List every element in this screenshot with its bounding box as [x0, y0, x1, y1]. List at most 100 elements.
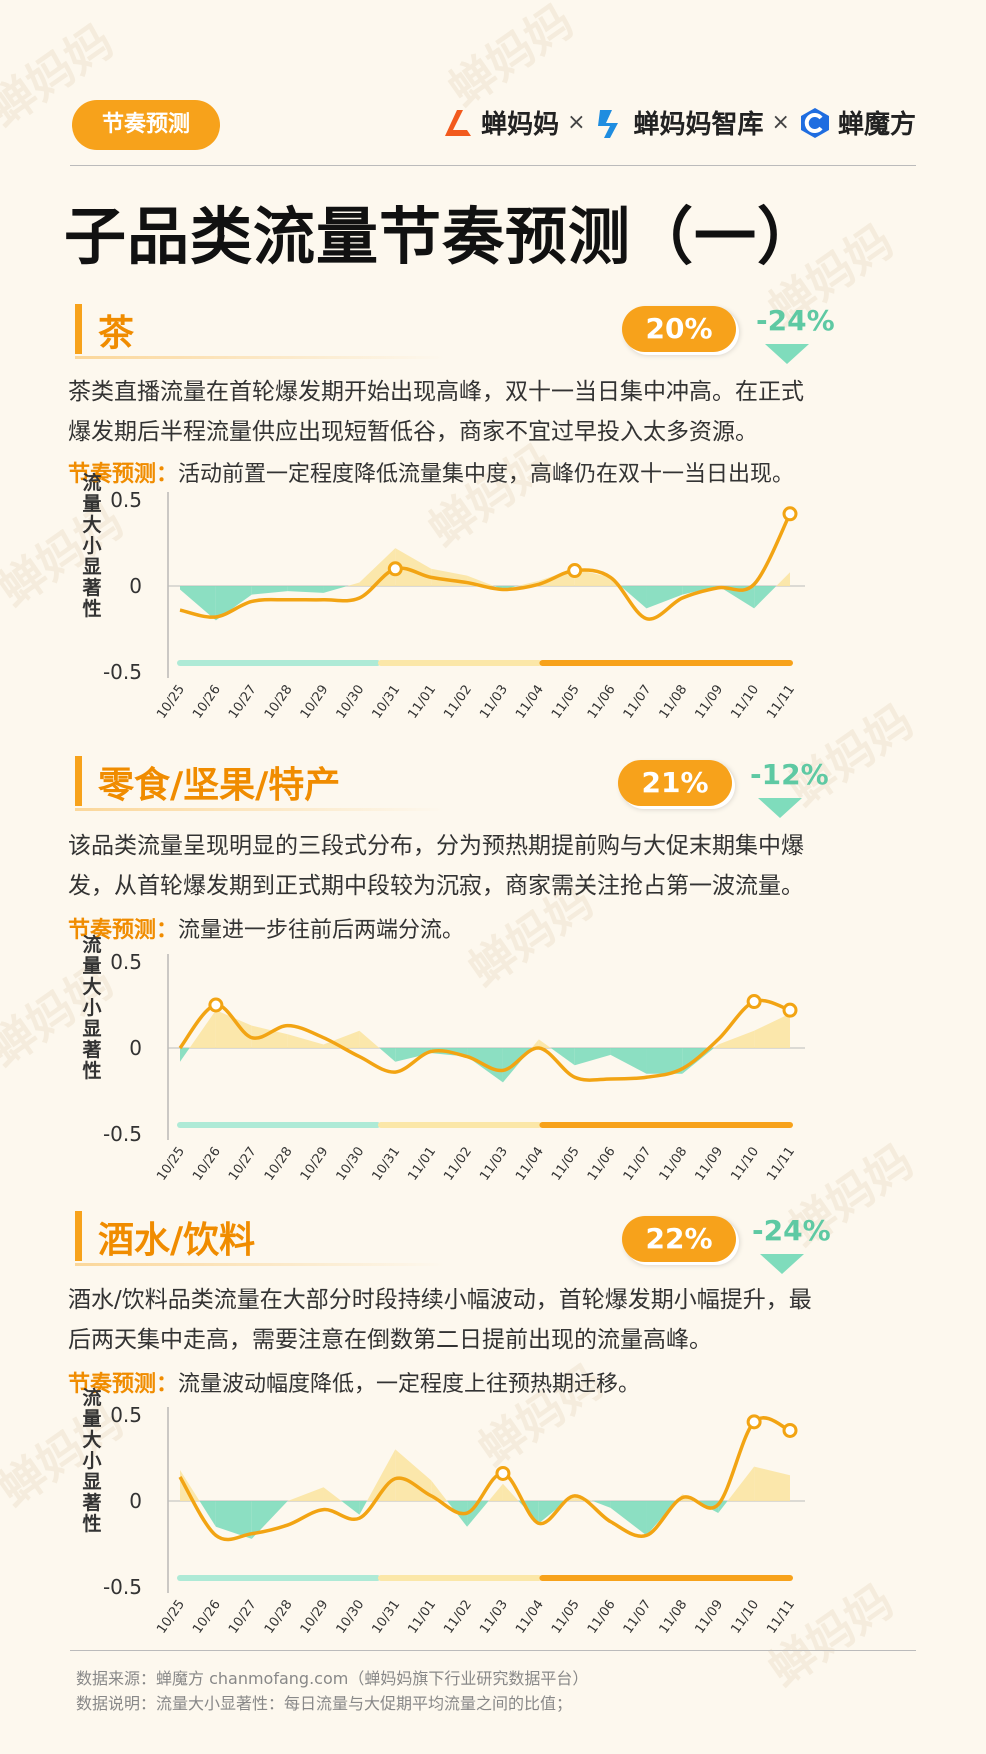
- x-tick-label: 11/09: [692, 1144, 726, 1183]
- area-positive: [574, 568, 611, 586]
- x-tick-label: 11/03: [477, 1597, 511, 1636]
- y-tick-label: -0.5: [103, 1575, 142, 1599]
- x-tick-label: 10/30: [334, 1597, 368, 1636]
- x-tick-label: 11/10: [728, 1597, 762, 1636]
- trend-line: [178, 998, 791, 1082]
- area-positive: [718, 1030, 755, 1048]
- section-underline: [75, 356, 445, 359]
- forecast: 节奏预测：活动前置一定程度降低流量集中度，高峰仍在双十一当日出现。: [68, 456, 948, 488]
- y-axis-label-char: 量: [82, 493, 101, 515]
- x-tick-label: 11/10: [728, 1144, 762, 1183]
- chart-snacks: 0.5 0 -0.5 流量大小显著性 10/25 10/26 10/27 10/28 10/29…: [82, 933, 805, 1184]
- brand-chanmama: 蝉妈妈: [441, 104, 559, 141]
- chanmama-zhiku-logo-icon: [597, 109, 618, 138]
- x-tick-label: 10/29: [298, 1144, 332, 1183]
- description-line: 茶类直播流量在首轮爆发期开始出现高峰，双十一当日集中冲高。在正式: [68, 379, 804, 405]
- x-tick-label: 11/05: [549, 1597, 583, 1636]
- area-positive: [488, 1483, 503, 1501]
- area-positive: [714, 1044, 719, 1048]
- x-tick-label: 10/31: [370, 1597, 404, 1636]
- x-tick-label: 11/10: [728, 682, 762, 721]
- times-symbol: ×: [567, 110, 586, 135]
- x-tick-label: 10/28: [262, 1597, 296, 1636]
- x-tick-label: 11/04: [513, 1144, 547, 1183]
- change-value: -24%: [752, 1214, 831, 1247]
- change-value: -12%: [750, 758, 829, 791]
- description-line: 酒水/饮料品类流量在大部分时段持续小幅波动，首轮爆发期小幅提升，最: [68, 1287, 812, 1313]
- area-positive: [682, 1494, 696, 1501]
- x-tick-label: 11/07: [621, 1144, 655, 1183]
- y-tick-label: 0: [129, 574, 142, 598]
- x-tick-label: 10/27: [226, 1144, 260, 1183]
- area-negative: [574, 1048, 611, 1066]
- section-description: 该品类流量呈现明显的三段式分布，分为预热期提前购与大促末期集中爆 发，从首轮爆发…: [68, 826, 928, 906]
- x-tick-label: 11/05: [549, 682, 583, 721]
- section-title: 零食/坚果/特产: [98, 765, 341, 806]
- area-negative: [379, 1048, 396, 1062]
- area-positive: [566, 1494, 575, 1501]
- x-tick-label: 11/06: [585, 682, 619, 721]
- y-tick-label: 0: [129, 1036, 142, 1060]
- peak-marker: [387, 561, 403, 577]
- forecast-label: 节奏预测：: [68, 1372, 179, 1397]
- x-tick-label: 10/25: [154, 1597, 188, 1636]
- section-bar: [75, 756, 82, 806]
- section-bar: [75, 304, 82, 354]
- y-axis-label-char: 小: [82, 997, 101, 1019]
- y-tick-label: 0.5: [110, 488, 142, 512]
- down-arrow-icon: [760, 1254, 804, 1274]
- y-axis-label-char: 显: [82, 556, 101, 578]
- x-tick-label: 11/11: [764, 1597, 798, 1636]
- x-tick-label: 10/31: [370, 682, 404, 721]
- y-axis-label-char: 性: [82, 597, 101, 620]
- x-tick-label: 11/03: [477, 1144, 511, 1183]
- brand-chanmofang: 蝉魔方: [798, 104, 916, 141]
- area-negative: [695, 1501, 719, 1514]
- area-negative: [395, 1048, 432, 1062]
- chanmama-logo-icon: [445, 109, 472, 136]
- section-underline: [75, 808, 445, 811]
- trend-line: [178, 1416, 791, 1542]
- area-negative: [610, 1501, 647, 1536]
- area-negative: [251, 1501, 288, 1539]
- watermark: 蝉妈妈: [438, 0, 583, 118]
- share-badge: 22%: [622, 1216, 736, 1262]
- x-tick-label: 10/26: [190, 1144, 224, 1183]
- area-negative: [682, 1048, 715, 1074]
- area-negative: [199, 1501, 216, 1527]
- area-negative: [646, 1048, 683, 1074]
- x-tick-label: 10/30: [334, 1144, 368, 1183]
- description-line: 该品类流量呈现明显的三段式分布，分为预热期提前购与大促末期集中爆: [68, 833, 804, 859]
- x-tick-label: 11/07: [621, 1597, 655, 1636]
- y-axis-label-char: 流: [82, 1386, 101, 1409]
- area-negative: [447, 1501, 468, 1527]
- forecast: 节奏预测：流量波动幅度降低，一定程度上往预热期迁移。: [68, 1366, 948, 1398]
- x-tick-label: 11/06: [585, 1597, 619, 1636]
- y-axis-label-char: 流: [82, 933, 101, 956]
- y-axis-label-char: 小: [82, 535, 101, 557]
- area-negative: [646, 586, 683, 609]
- x-tick-label: 11/09: [692, 1597, 726, 1636]
- x-tick-label: 11/02: [441, 1144, 475, 1183]
- area-positive: [754, 1013, 790, 1048]
- x-tick-label: 11/04: [513, 1597, 547, 1636]
- area-negative: [323, 586, 348, 593]
- y-axis-label-char: 显: [82, 1471, 101, 1493]
- divider: [70, 165, 916, 166]
- area-positive: [287, 1034, 324, 1048]
- x-tick-label: 10/31: [370, 1144, 404, 1183]
- x-tick-label: 10/30: [334, 682, 368, 721]
- section-bar: [75, 1211, 82, 1261]
- area-positive: [754, 1466, 790, 1501]
- y-axis-label-char: 著: [82, 1038, 101, 1061]
- area-positive: [395, 548, 432, 586]
- area-positive: [431, 1480, 448, 1501]
- y-tick-label: 0.5: [110, 1403, 142, 1427]
- section-underline: [75, 1263, 445, 1266]
- area-positive: [189, 1010, 216, 1048]
- chart-tea: 0.5 0 -0.5 流量大小显著性 10/25 10/26 10/27 10/28 10/29…: [82, 471, 805, 722]
- x-tick-label: 11/09: [692, 682, 726, 721]
- area-positive: [251, 1025, 288, 1048]
- area-positive: [359, 1030, 380, 1048]
- y-axis-label-char: 流: [82, 471, 101, 494]
